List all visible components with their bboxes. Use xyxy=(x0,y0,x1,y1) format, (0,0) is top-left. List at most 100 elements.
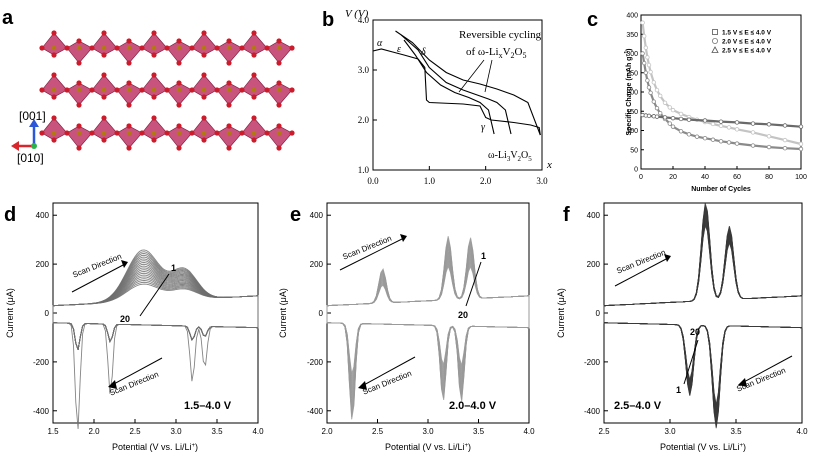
panel-e-range: 2.0–4.0 V xyxy=(449,400,497,412)
x-tick-label: 1.0 xyxy=(424,176,436,186)
cv-cycle-curve xyxy=(603,221,803,409)
vo5-polyhedron xyxy=(241,74,268,98)
oxygen-atom xyxy=(126,123,132,129)
vo5-polyhedron xyxy=(266,125,293,149)
vo5-polyhedron xyxy=(91,74,118,98)
oxygen-atom xyxy=(139,87,145,93)
data-point xyxy=(702,135,708,141)
y-tick-label: 200 xyxy=(310,260,324,269)
oxygen-atom xyxy=(264,45,270,51)
panel-f-cycle-first: 1 xyxy=(676,385,681,395)
vo5-polyhedron xyxy=(141,74,168,98)
panel-e-scan-arrow-top xyxy=(339,237,405,271)
oxygen-atom xyxy=(176,123,182,129)
vo5-polyhedron xyxy=(41,117,68,141)
panel-d-scan-arrow-top xyxy=(71,263,126,293)
data-point xyxy=(646,113,652,119)
data-point xyxy=(678,129,684,134)
cv-cycle-curve xyxy=(603,214,803,416)
oxygen-atom xyxy=(151,94,157,100)
data-point xyxy=(643,70,648,75)
legend-entry: 1.5 V ≤ E ≤ 4.0 V xyxy=(722,30,772,37)
panel-f: f 2.5 3.0 3.5 4.0 -400 -200 0 200 400 Current (μ… xyxy=(556,202,808,452)
oxygen-atom xyxy=(51,52,57,58)
x-tick-label: 2.5 xyxy=(598,427,610,436)
vo5-polyhedron xyxy=(266,82,293,106)
y-tick-label: 2.0 xyxy=(358,115,370,125)
vanadium-atom xyxy=(76,45,82,51)
panel-e-label: e xyxy=(290,204,301,226)
panel-e-cycle-first: 1 xyxy=(481,251,486,261)
oxygen-atom xyxy=(76,80,82,86)
oxygen-atom xyxy=(114,45,120,51)
data-point xyxy=(766,144,772,150)
panel-e-axes: 2.0 2.5 3.0 3.5 4.0 -400 -200 0 200 400 xyxy=(307,211,535,436)
cv-cycle-curve xyxy=(603,217,803,414)
data-point xyxy=(670,124,676,129)
panel-d-curves xyxy=(52,249,259,429)
panel-f-axes: 2.5 3.0 3.5 4.0 -400 -200 0 200 400 xyxy=(584,211,808,436)
legend-entry: 2.5 V ≤ E ≤ 4.0 V xyxy=(722,48,772,55)
x-tick-label: 20 xyxy=(669,174,677,181)
data-point xyxy=(648,90,653,95)
panel-f-cycle-last: 20 xyxy=(690,327,700,337)
panel-b-curves xyxy=(372,30,541,136)
oxygen-atom xyxy=(201,94,207,100)
oxygen-atom xyxy=(64,87,70,93)
data-point xyxy=(651,99,656,104)
vanadium-atom xyxy=(176,45,182,51)
voltage-curve xyxy=(395,30,541,136)
vanadium-atom xyxy=(76,130,82,136)
vanadium-atom xyxy=(251,87,257,93)
panel-b: b 0.0 1.0 2.0 3.01.02.03.04.0 V (V) x Rever… xyxy=(322,8,552,186)
panel-b-label: b xyxy=(322,9,334,31)
vo5-polyhedron xyxy=(91,117,118,141)
data-point xyxy=(726,125,732,130)
y-tick-label: 0 xyxy=(634,167,638,174)
x-tick-label: 4.0 xyxy=(796,427,808,436)
oxygen-atom xyxy=(264,87,270,93)
vanadium-atom xyxy=(151,130,157,136)
y-tick-label: 300 xyxy=(626,51,638,58)
panel-d-axes: 1.5 2.0 2.5 3.0 3.5 4.0 -400 -200 0 200 400 xyxy=(33,211,264,436)
annotation-arrow-2 xyxy=(484,59,493,93)
oxygen-atom xyxy=(164,130,170,136)
oxygen-atom xyxy=(101,94,107,100)
data-point xyxy=(654,114,660,119)
oxygen-atom xyxy=(276,102,282,108)
cv-cycle-curve xyxy=(52,283,259,350)
data-point xyxy=(667,121,672,126)
data-point xyxy=(710,121,716,127)
data-point xyxy=(734,120,740,125)
data-point xyxy=(645,55,650,60)
oxygen-atom xyxy=(76,60,82,66)
oxygen-atom xyxy=(201,52,207,58)
vanadium-atom xyxy=(101,87,107,93)
data-point xyxy=(662,100,668,105)
panel-c-legend: 1.5 V ≤ E ≤ 4.0 V 2.0 V ≤ E ≤ 4.0 V 2.5 V … xyxy=(711,29,772,55)
panel-d-ylabel: Current (μA) xyxy=(5,288,15,338)
oxygen-atom xyxy=(89,130,95,136)
panel-c: c 0 20 40 60 80 100 0 50 100 150 200 250 300 350 400 1… xyxy=(587,9,807,193)
oxygen-atom xyxy=(51,115,57,121)
data-point xyxy=(646,85,652,90)
panel-f-scan-arrowhead-bottom xyxy=(738,378,747,387)
oxygen-atom xyxy=(101,137,107,143)
x-tick-label: 4.0 xyxy=(523,427,535,436)
data-point xyxy=(686,117,692,122)
panel-d-range: 1.5–4.0 V xyxy=(184,400,232,412)
y-tick-label: 0 xyxy=(319,309,324,318)
panel-d-scan-arrowhead-top xyxy=(121,260,128,268)
data-point xyxy=(782,123,788,128)
oxygen-atom xyxy=(101,72,107,78)
vanadium-atom xyxy=(51,130,57,136)
data-point xyxy=(662,115,668,120)
data-point xyxy=(640,51,645,56)
vanadium-atom xyxy=(151,87,157,93)
vanadium-atom xyxy=(126,130,132,136)
oxygen-atom xyxy=(189,130,195,136)
vo5-polyhedron xyxy=(241,117,268,141)
vo5-polyhedron xyxy=(116,125,143,149)
x-tick-label: 1.5 xyxy=(47,427,59,436)
